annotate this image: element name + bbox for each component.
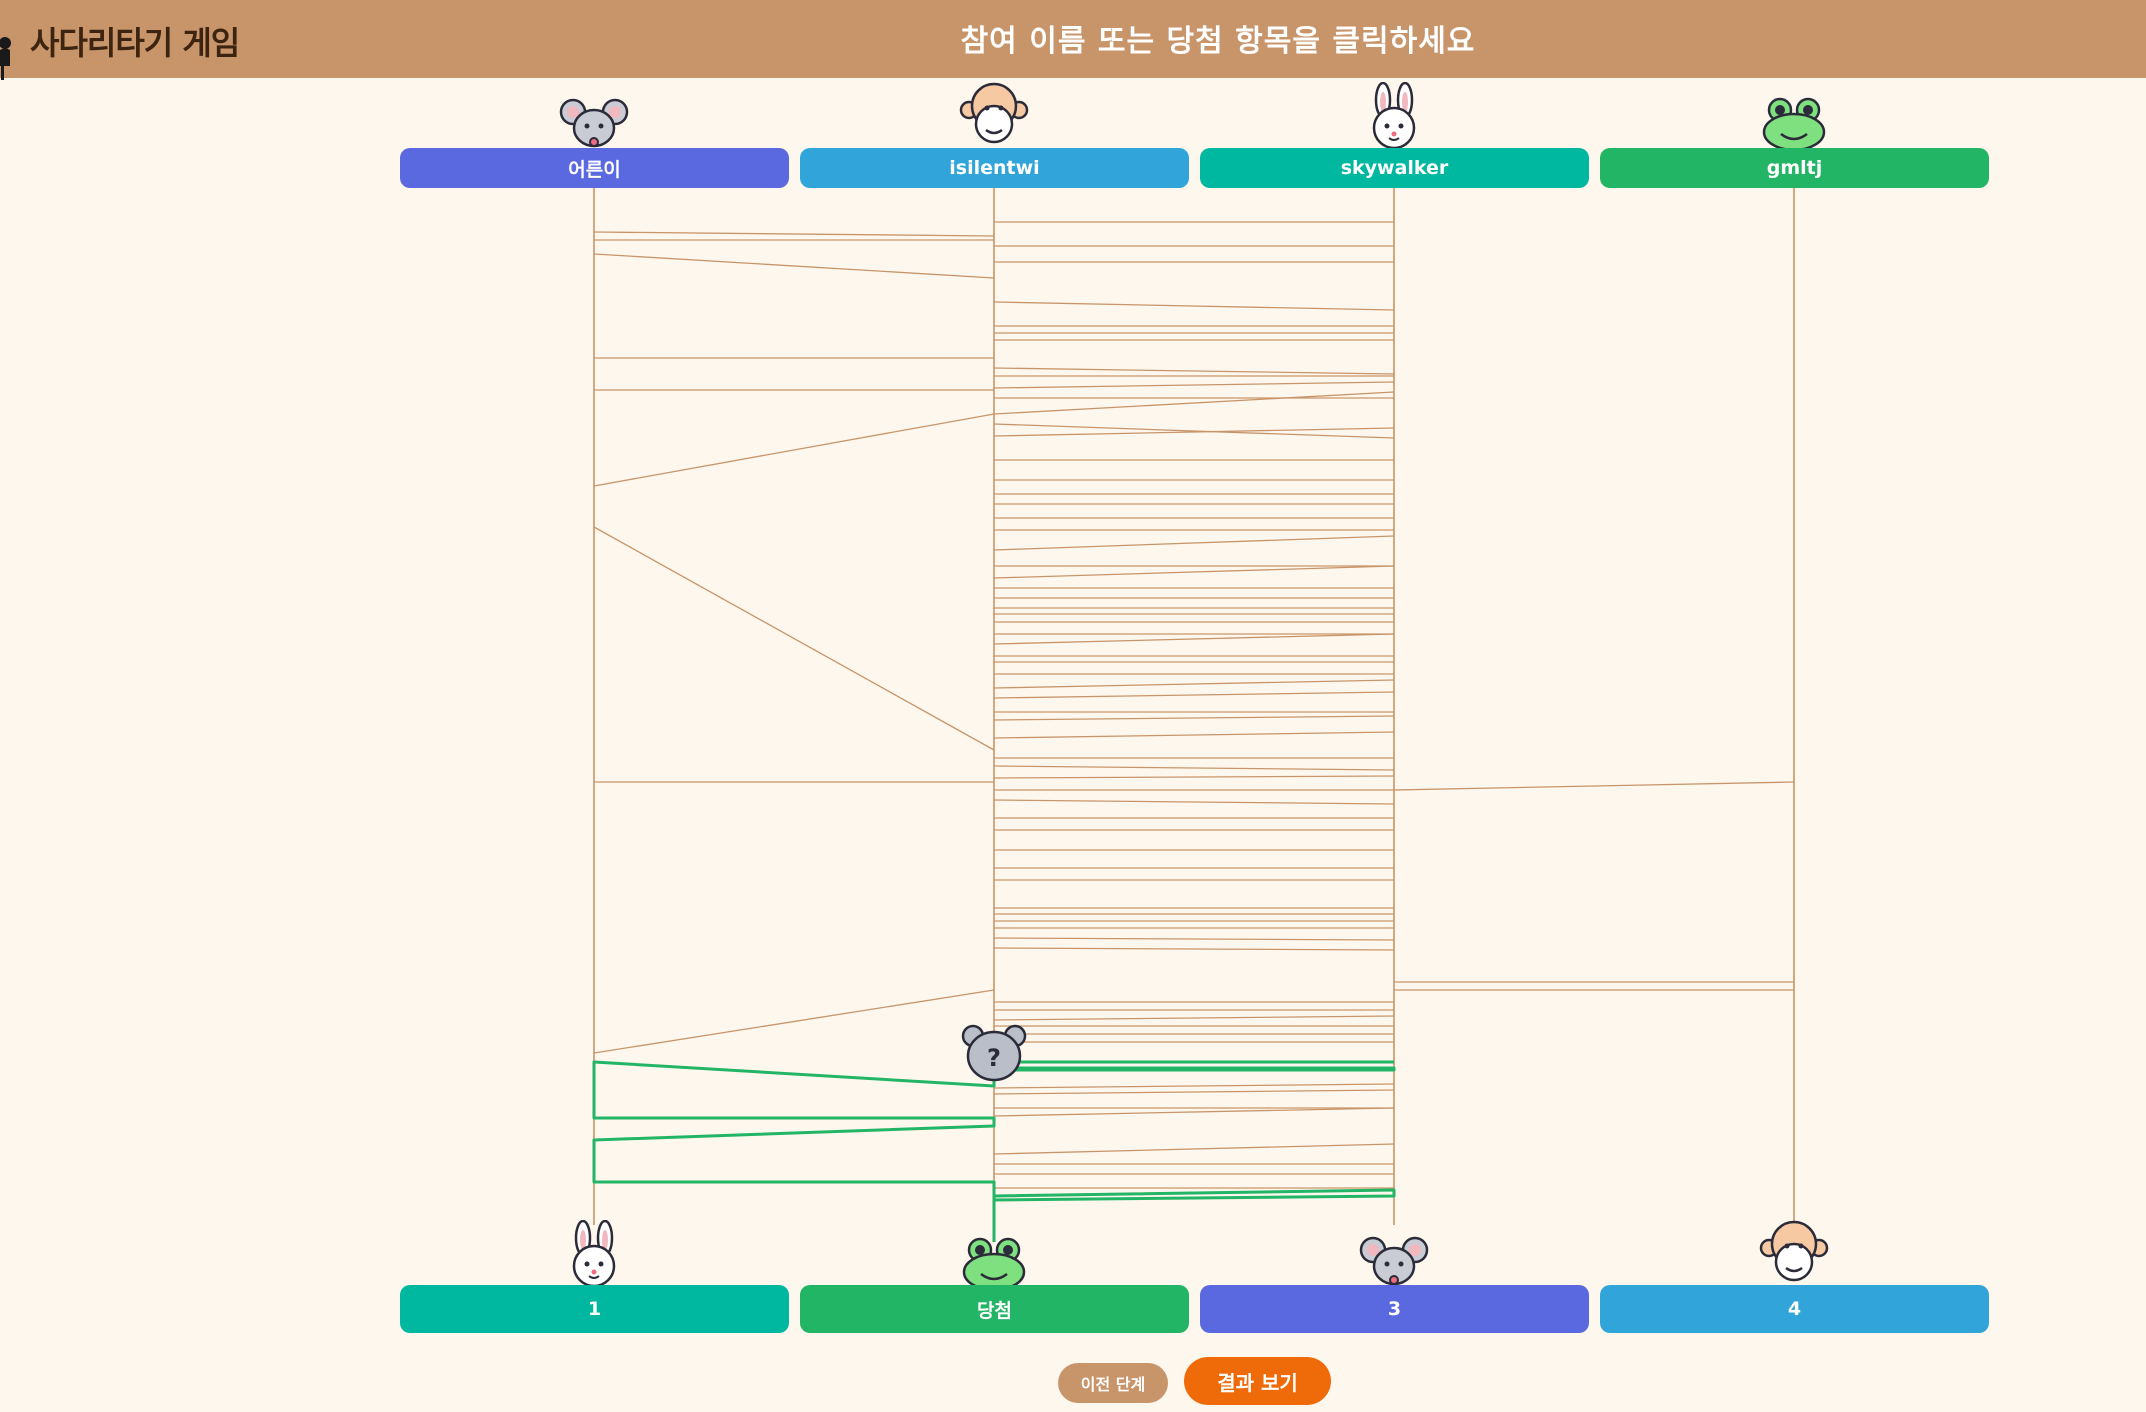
- ladder-rung: [993, 765, 1395, 771]
- rabbit-icon: [572, 1220, 616, 1288]
- result-label: 3: [1387, 1298, 1402, 1320]
- frog-icon: [1762, 97, 1826, 152]
- person-icon: [0, 37, 11, 80]
- rabbit-icon: [1372, 82, 1416, 150]
- monkey-icon: [1759, 1220, 1829, 1282]
- ladder-rung: [993, 565, 1395, 579]
- participant-button-2[interactable]: skywalker: [1200, 148, 1589, 188]
- ladder-rung: [593, 413, 995, 487]
- ladder-rung: [993, 381, 1395, 389]
- result-button-0[interactable]: 1: [400, 1285, 789, 1333]
- ladder-rung: [593, 989, 995, 1054]
- ladder-rung: [993, 391, 1395, 415]
- ladder-rung: [993, 301, 1395, 311]
- header-bar: 사다리타기 게임 참여 이름 또는 당첨 항목을 클릭하세요: [0, 0, 2146, 80]
- result-label: 당첨: [977, 1299, 1012, 1322]
- ladder-rung: [993, 1083, 1395, 1089]
- ladder-rung: [993, 367, 1395, 375]
- traced-path: [592, 1060, 1396, 1242]
- tracer-mark: ?: [987, 1044, 1001, 1072]
- prev-step-button[interactable]: 이전 단계: [1058, 1363, 1168, 1403]
- ladder-rung: [993, 427, 1395, 437]
- participant-button-1[interactable]: isilentwi: [800, 148, 1189, 188]
- participant-name: 어른이: [568, 158, 621, 181]
- monkey-icon: [959, 82, 1029, 144]
- ladder-rung: [993, 799, 1395, 805]
- ladder-rung: [993, 947, 1395, 951]
- result-button-3[interactable]: 4: [1600, 1285, 1989, 1333]
- participant-name: gmltj: [1766, 157, 1823, 179]
- result-label: 4: [1787, 1298, 1802, 1320]
- ladder-rung: [993, 775, 1395, 779]
- ladder-rung: [993, 937, 1395, 941]
- ladder-rung: [593, 253, 995, 279]
- ladder-rung: [993, 679, 1395, 689]
- ladder-rung: [993, 423, 1395, 439]
- result-label: 1: [587, 1298, 602, 1320]
- instruction-text: 참여 이름 또는 당첨 항목을 클릭하세요: [960, 24, 1476, 59]
- ladder-rung: [593, 526, 995, 751]
- ladder-rung: [993, 633, 1395, 645]
- frog-icon: [962, 1237, 1026, 1292]
- participant-button-0[interactable]: 어른이: [400, 148, 789, 188]
- ladder-rung: [993, 1107, 1395, 1117]
- participant-button-3[interactable]: gmltj: [1600, 148, 1989, 188]
- participant-name: isilentwi: [949, 157, 1040, 179]
- mouse-icon: [1359, 1236, 1429, 1286]
- ladder-rung: [1393, 781, 1795, 791]
- ladder-rung: [993, 1089, 1395, 1095]
- ladder-rung: [993, 715, 1395, 721]
- hidden-bear-icon: ?: [961, 1024, 1027, 1082]
- participant-name: skywalker: [1340, 157, 1449, 179]
- show-result-button[interactable]: 결과 보기: [1184, 1357, 1331, 1405]
- ladder-rung: [993, 535, 1395, 551]
- ladder-rung: [993, 691, 1395, 699]
- result-button-1[interactable]: 당첨: [800, 1285, 1189, 1333]
- app-title: 사다리타기 게임: [30, 24, 240, 62]
- result-button-2[interactable]: 3: [1200, 1285, 1589, 1333]
- ladder-rung: [993, 1143, 1395, 1155]
- ladder-rung: [993, 731, 1395, 739]
- mouse-icon: [559, 98, 629, 148]
- ladder-rung: [593, 231, 995, 237]
- ladder-rung: [993, 1015, 1395, 1021]
